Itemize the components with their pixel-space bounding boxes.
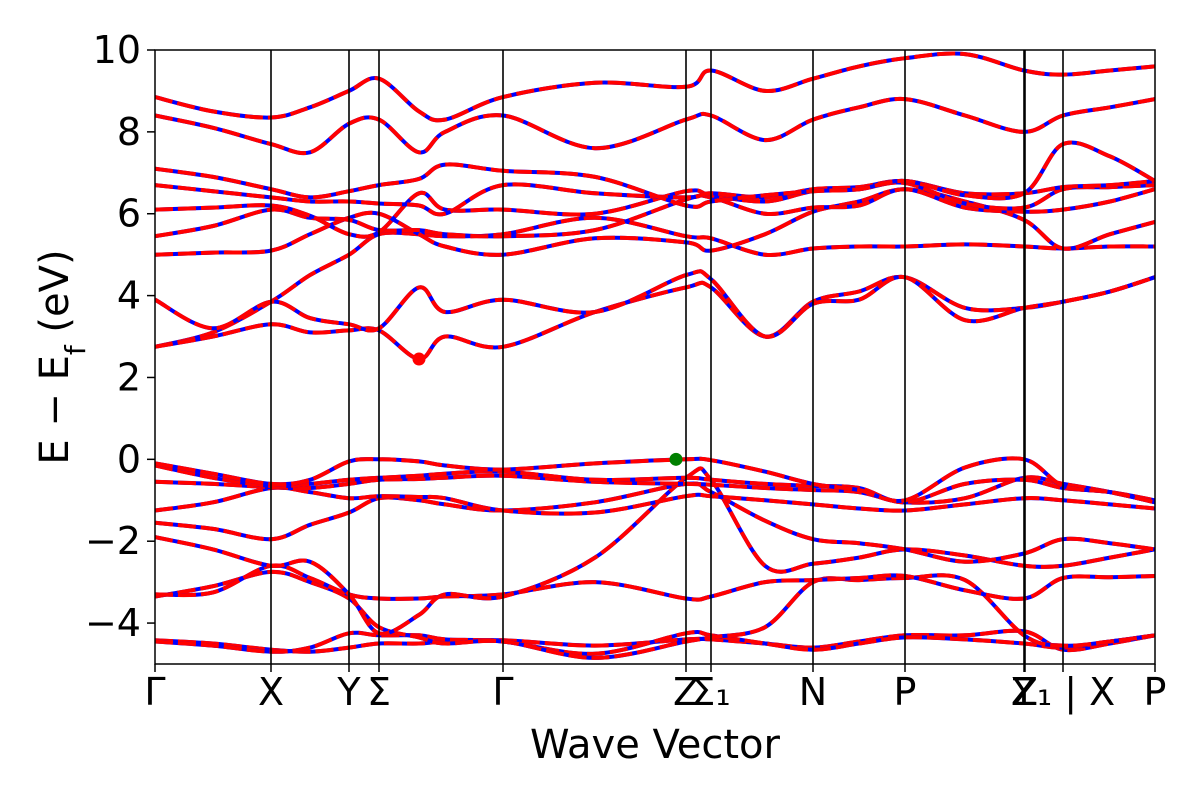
band-extremum-marker bbox=[669, 452, 683, 466]
x-tick-label: Σ₁ bbox=[691, 670, 730, 714]
band-line-overlay bbox=[155, 215, 1155, 349]
band-line-overlay bbox=[155, 51, 1155, 123]
x-tick-label: Γ bbox=[144, 670, 165, 714]
x-tick-label: X bbox=[258, 670, 284, 714]
band-line-overlay bbox=[155, 180, 1155, 239]
y-axis-label: E − Ef (eV) bbox=[32, 249, 92, 464]
band-line-overlay bbox=[155, 485, 1155, 516]
x-tick-label: Γ bbox=[492, 670, 513, 714]
band-line-overlay bbox=[155, 187, 1155, 239]
y-axis-label-subscript: f bbox=[59, 344, 92, 355]
band-line-overlay bbox=[155, 473, 1155, 505]
x-tick-label: P bbox=[894, 670, 917, 714]
y-tick-label: 6 bbox=[117, 192, 141, 236]
y-tick-label: 4 bbox=[117, 274, 141, 318]
x-tick-label: Z bbox=[1012, 670, 1038, 714]
band-extrema-markers bbox=[412, 352, 683, 466]
band-line-reference bbox=[155, 563, 1155, 602]
band-line-overlay bbox=[155, 630, 1155, 656]
x-tick-label: Σ bbox=[367, 670, 391, 714]
band-extremum-marker bbox=[412, 352, 426, 366]
band-line-overlay bbox=[155, 463, 1155, 505]
y-tick-label: 2 bbox=[117, 355, 141, 399]
y-tick-label: −2 bbox=[85, 519, 141, 563]
y-tick-label: 10 bbox=[93, 28, 141, 72]
x-tick-label: Y bbox=[336, 670, 361, 714]
y-axis-ticks: −4 −2 0 2 4 6 8 10 bbox=[85, 28, 155, 645]
band-line-overlay bbox=[155, 628, 1155, 654]
band-line-overlay bbox=[155, 563, 1155, 602]
y-axis-label-unit: (eV) bbox=[32, 249, 78, 345]
band-line-overlay bbox=[155, 481, 1155, 564]
band-line-overlay bbox=[155, 96, 1155, 156]
plot-frame bbox=[154, 49, 1156, 665]
band-line-overlay bbox=[155, 269, 1155, 339]
y-tick-label: 8 bbox=[117, 110, 141, 154]
x-tick-label: Z₁ | X bbox=[1011, 670, 1115, 715]
bands-layer bbox=[155, 51, 1155, 660]
x-tick-label: P bbox=[1144, 670, 1167, 714]
x-axis-label: Wave Vector bbox=[530, 722, 781, 768]
y-tick-label: 0 bbox=[117, 437, 141, 481]
band-line-reference bbox=[155, 481, 1155, 564]
band-line-overlay bbox=[155, 140, 1155, 209]
band-line-overlay bbox=[155, 178, 1155, 217]
x-tick-label: Y bbox=[1011, 670, 1036, 714]
x-tick-label: Z bbox=[673, 670, 699, 714]
y-axis-label-main: E − E bbox=[32, 355, 78, 465]
high-symmetry-lines bbox=[270, 50, 1064, 664]
band-line-overlay bbox=[155, 456, 1155, 505]
band-line-reference bbox=[155, 269, 1155, 339]
x-tick-label: N bbox=[799, 670, 827, 714]
y-tick-label: −4 bbox=[85, 601, 141, 645]
band-line-overlay bbox=[155, 569, 1155, 660]
